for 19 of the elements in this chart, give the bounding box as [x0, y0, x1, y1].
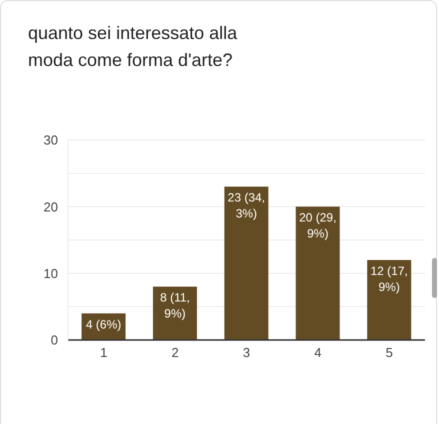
x-tick-label: 5 — [386, 345, 393, 360]
y-tick-label: 0 — [50, 332, 58, 348]
x-tick-label: 4 — [314, 345, 322, 360]
x-tick-label: 1 — [100, 345, 108, 360]
data-label: 23 (34,3%) — [228, 190, 266, 221]
chart-title: quanto sei interessato alla moda come forma d'arte? — [28, 22, 238, 72]
bar — [152, 286, 197, 340]
data-label: 8 (11,9%) — [160, 290, 190, 321]
data-label: 4 (6%) — [86, 317, 122, 332]
bar — [224, 186, 268, 340]
y-tick-label: 20 — [44, 199, 58, 214]
bar — [367, 260, 412, 340]
y-tick-label: 10 — [44, 266, 58, 281]
y-tick-label: 30 — [44, 132, 58, 148]
x-tick-label: 2 — [171, 345, 179, 360]
x-tick-label: 3 — [242, 345, 250, 360]
bar — [296, 206, 340, 340]
data-label: 12 (17,9%) — [370, 264, 408, 294]
data-label: 20 (29,9%) — [299, 210, 336, 241]
